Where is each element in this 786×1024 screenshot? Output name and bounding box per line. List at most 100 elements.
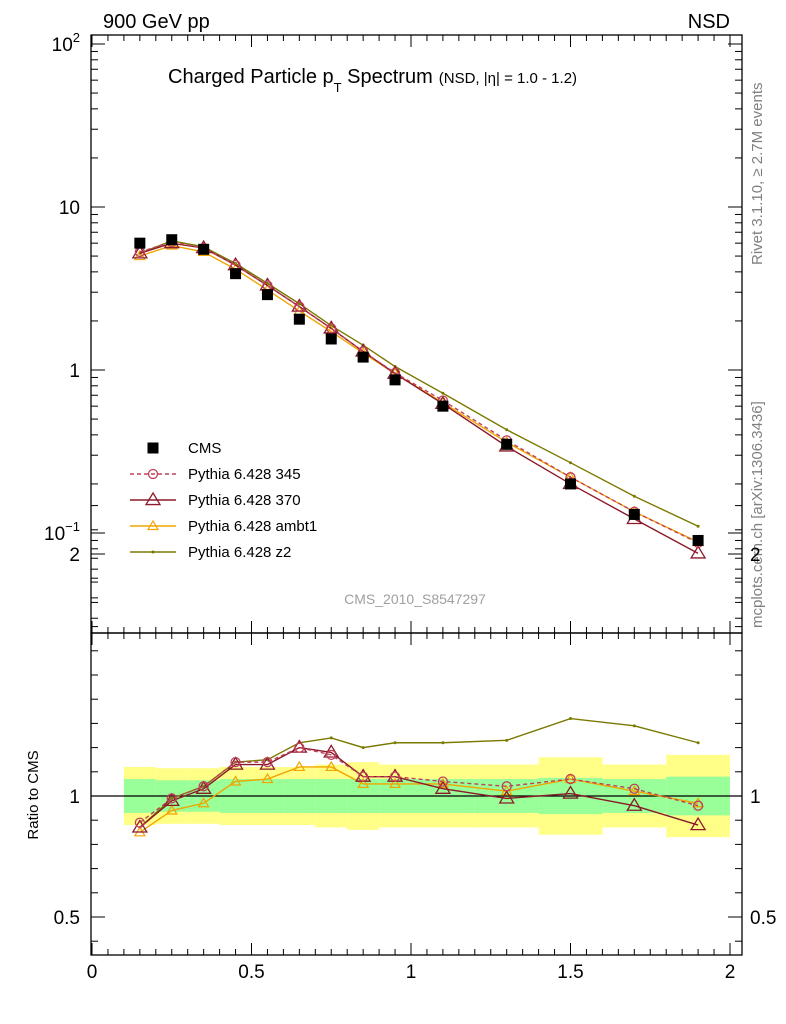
ratio-plot bbox=[131, 717, 707, 837]
y-tick-label: 1 bbox=[69, 787, 80, 808]
data-point bbox=[144, 491, 162, 506]
energy-label: 900 GeV pp bbox=[103, 11, 210, 33]
data-point bbox=[166, 793, 177, 804]
data-point bbox=[689, 545, 707, 559]
data-point bbox=[628, 784, 641, 796]
data-point bbox=[501, 438, 513, 450]
analysis-label: CMS_2010_S8547297 bbox=[344, 591, 486, 607]
data-point bbox=[147, 442, 159, 454]
ratio-frame bbox=[90, 632, 743, 956]
data-point bbox=[265, 281, 269, 285]
data-point bbox=[562, 785, 579, 799]
data-point bbox=[692, 534, 704, 546]
data-point bbox=[389, 771, 401, 782]
data-point bbox=[696, 741, 700, 745]
data-point bbox=[166, 234, 178, 246]
x-tick-label: 1.5 bbox=[557, 962, 583, 983]
y-tick-label: 1 bbox=[69, 361, 80, 382]
data-point bbox=[325, 333, 337, 345]
data-point bbox=[151, 550, 155, 554]
data-point bbox=[569, 717, 572, 721]
data-point bbox=[146, 519, 160, 531]
ratio-y-axis-label: Ratio to CMS bbox=[25, 750, 42, 839]
data-point bbox=[357, 771, 369, 782]
data-point bbox=[165, 804, 178, 815]
data-point bbox=[261, 772, 274, 784]
data-point bbox=[393, 741, 397, 745]
data-point bbox=[261, 289, 273, 301]
data-point bbox=[325, 760, 338, 772]
ratio-series-p345 bbox=[134, 742, 704, 828]
data-point bbox=[294, 301, 305, 312]
data-point bbox=[628, 508, 640, 520]
data-point bbox=[389, 777, 402, 788]
y-tick-label-right: 2 bbox=[750, 545, 761, 566]
legend: CMS Pythia 6.428 345 Pythia 6.428 370 Pythi… bbox=[130, 440, 317, 561]
ratio-series-ambt1 bbox=[133, 760, 705, 837]
series-line bbox=[139, 766, 699, 833]
data-point bbox=[262, 756, 273, 768]
data-point bbox=[505, 738, 509, 742]
legend-label: CMS bbox=[188, 440, 221, 457]
data-point bbox=[198, 243, 210, 255]
data-point bbox=[692, 800, 704, 811]
data-point bbox=[329, 736, 333, 740]
axes-frames: 0 0.5 1 1.5 2 102 10 1 10−1 0.5 0.5 1 1 2 2 bbox=[44, 30, 776, 983]
data-point bbox=[434, 780, 452, 794]
data-point bbox=[498, 790, 515, 804]
data-point bbox=[134, 817, 146, 828]
y-tick-label-right: 0.5 bbox=[750, 908, 776, 929]
data-point bbox=[147, 468, 159, 480]
data-point bbox=[564, 772, 577, 784]
data-point bbox=[230, 268, 242, 280]
data-point bbox=[696, 524, 700, 528]
x-tick-label: 1 bbox=[406, 962, 417, 983]
data-point bbox=[632, 724, 636, 728]
legend-label: Pythia 6.428 ambt1 bbox=[188, 518, 317, 535]
legend-entry-z2: Pythia 6.428 z2 bbox=[130, 544, 291, 561]
data-point bbox=[692, 797, 705, 808]
data-point bbox=[197, 797, 210, 808]
data-point bbox=[632, 494, 636, 498]
series-line bbox=[139, 746, 699, 828]
data-point bbox=[297, 302, 301, 306]
series-cms bbox=[134, 234, 704, 546]
data-point bbox=[565, 478, 576, 490]
data-point bbox=[131, 245, 149, 259]
data-point bbox=[389, 374, 401, 386]
ratio-uncertainty-bands bbox=[91, 754, 742, 838]
x-tick-label: 0.5 bbox=[238, 962, 264, 983]
x-tick-label: 0 bbox=[87, 962, 98, 983]
legend-entry-cms: CMS bbox=[147, 440, 221, 457]
process-label: NSD bbox=[688, 11, 730, 33]
data-point bbox=[505, 428, 509, 432]
data-point bbox=[229, 775, 242, 786]
source-label: mcplots.cern.ch [arXiv:1306.3436] bbox=[749, 401, 766, 628]
data-point bbox=[501, 781, 512, 792]
data-point bbox=[198, 781, 209, 792]
legend-label: Pythia 6.428 345 bbox=[188, 466, 301, 483]
data-point bbox=[357, 351, 369, 363]
data-point bbox=[357, 777, 370, 788]
rivet-label: Rivet 3.1.10, ≥ 2.7M events bbox=[749, 83, 766, 266]
main-plot bbox=[131, 234, 707, 559]
data-point bbox=[134, 237, 146, 249]
data-point bbox=[294, 742, 305, 753]
data-point bbox=[565, 773, 576, 785]
series-z2 bbox=[138, 239, 700, 528]
data-point bbox=[361, 746, 365, 750]
legend-label: Pythia 6.428 370 bbox=[188, 492, 301, 509]
legend-entry-p345: Pythia 6.428 345 bbox=[130, 466, 301, 483]
data-point bbox=[227, 756, 244, 770]
series-line bbox=[139, 746, 699, 824]
data-point bbox=[326, 323, 337, 334]
data-point bbox=[326, 749, 337, 761]
data-point bbox=[437, 776, 449, 787]
legend-label: Pythia 6.428 z2 bbox=[188, 544, 291, 561]
y-tick-label: 0.5 bbox=[54, 908, 80, 929]
y-tick-label-right: 1 bbox=[750, 787, 761, 808]
data-point bbox=[163, 792, 180, 807]
y-tick-label: 2 bbox=[69, 545, 80, 566]
data-point bbox=[569, 461, 572, 465]
